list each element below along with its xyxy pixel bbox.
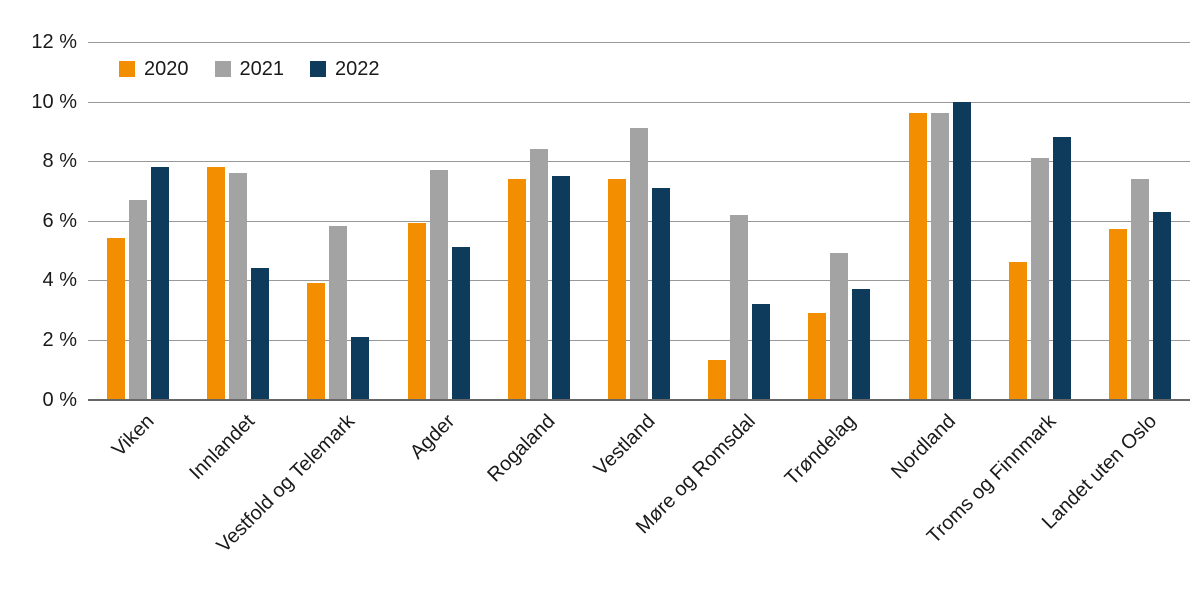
bar-2022-4 <box>551 175 570 399</box>
bar-2022-0 <box>151 166 170 399</box>
bar-2021-8 <box>930 113 949 399</box>
y-axis-tick-label: 2 % <box>42 328 77 351</box>
legend-label: 2021 <box>239 58 285 80</box>
bar-2020-6 <box>708 360 727 399</box>
bar-2020-5 <box>608 178 626 399</box>
y-axis-tick-label: 12 % <box>31 31 77 53</box>
bar-2020-9 <box>1008 262 1027 399</box>
bar-2022-3 <box>451 247 470 399</box>
bar-2021-10 <box>1130 178 1149 399</box>
legend-swatch-icon <box>310 61 326 77</box>
bar-2020-8 <box>908 113 927 399</box>
bar-2021-0 <box>129 199 148 399</box>
y-axis-tick-label: 10 % <box>31 90 77 113</box>
bar-2022-7 <box>852 288 871 399</box>
y-axis-tick-label: 0 % <box>42 389 77 411</box>
bar-2022-10 <box>1152 211 1171 399</box>
x-axis-label: Nordland <box>887 410 961 484</box>
bar-2021-7 <box>830 253 849 399</box>
bar-2022-1 <box>251 268 270 399</box>
x-axis-label: Rogaland <box>483 410 560 487</box>
bar-2021-9 <box>1030 158 1049 399</box>
bar-2021-1 <box>229 172 248 399</box>
y-axis-tick-label: 4 % <box>42 269 77 291</box>
bar-2022-5 <box>652 187 670 399</box>
bar-2022-2 <box>351 336 370 399</box>
legend-label: 2020 <box>144 58 189 80</box>
bar-2020-7 <box>808 312 827 399</box>
bar-2020-3 <box>407 223 426 399</box>
legend-label: 2022 <box>335 58 380 80</box>
x-axis-label: Vestland <box>590 410 660 481</box>
bar-2020-4 <box>507 178 526 399</box>
bar-2020-10 <box>1108 229 1127 399</box>
x-axis-label: Innlandet <box>185 410 260 485</box>
legend: 2020 2021 2022 <box>119 59 380 79</box>
y-axis-tick-label: 6 % <box>42 209 77 232</box>
bar-2021-2 <box>329 226 348 399</box>
bar-2022-6 <box>752 303 771 399</box>
bar-2021-3 <box>429 169 448 399</box>
bar-2021-6 <box>730 214 749 399</box>
bar-2020-1 <box>207 166 226 399</box>
bar-2020-2 <box>307 282 326 399</box>
legend-item-2021: 2021 <box>214 58 285 80</box>
legend-item-2022: 2022 <box>310 59 380 79</box>
bar-2022-8 <box>952 101 971 399</box>
x-axis-label: Trøndelag <box>780 410 861 490</box>
x-axis-line <box>88 399 1190 401</box>
legend-swatch-icon <box>119 61 135 77</box>
y-axis-tick-label: 8 % <box>42 150 77 172</box>
legend-item-2020: 2020 <box>119 59 189 79</box>
bar-2022-9 <box>1052 137 1071 399</box>
x-axis-label: Agder <box>406 410 460 464</box>
gridline <box>88 101 1190 103</box>
bar-2021-4 <box>529 149 548 399</box>
gridline <box>88 42 1190 43</box>
x-axis-label: Viken <box>108 410 159 461</box>
bar-2021-5 <box>630 128 648 399</box>
legend-swatch-icon <box>214 61 231 77</box>
bar-2020-0 <box>107 238 126 399</box>
